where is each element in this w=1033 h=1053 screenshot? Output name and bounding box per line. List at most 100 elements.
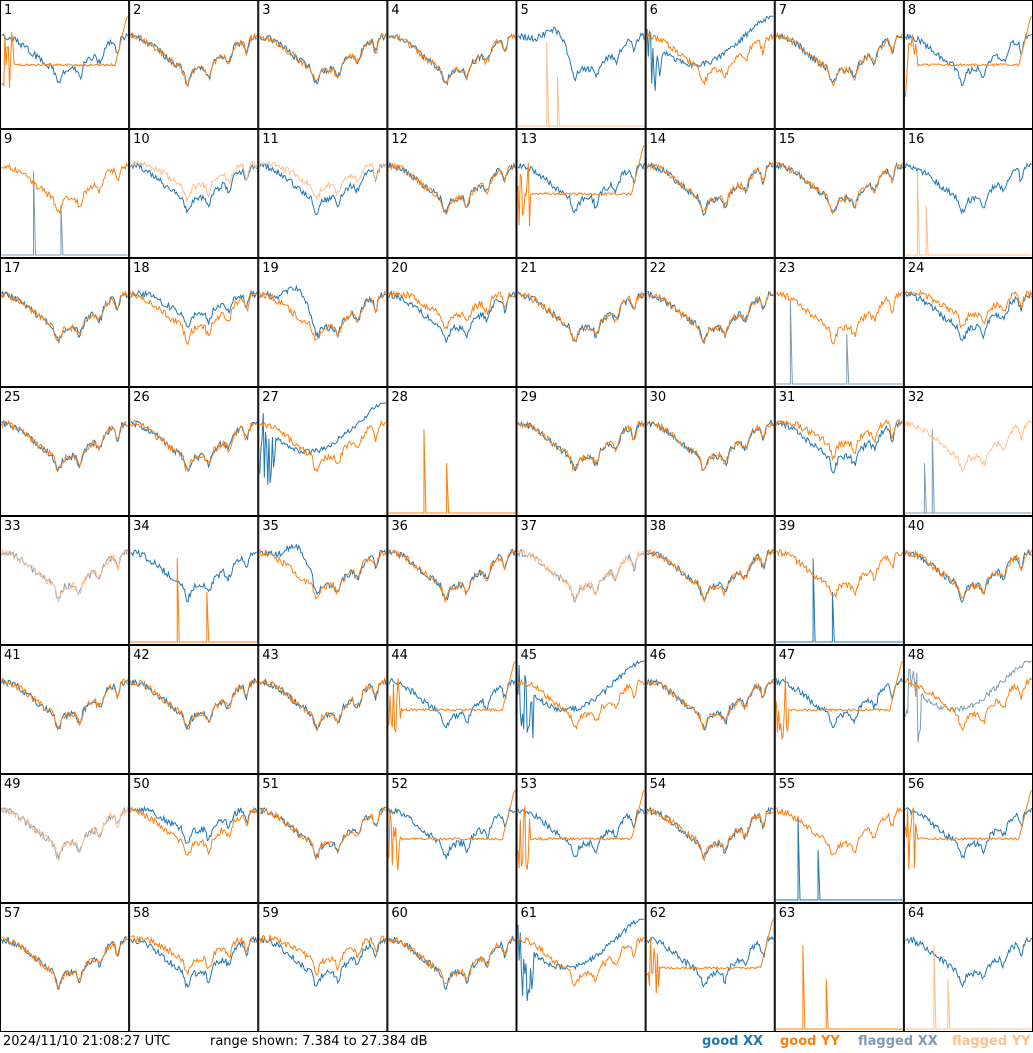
panel-17-frame xyxy=(0,258,130,387)
panel-58-label: 58 xyxy=(133,906,150,921)
panel-61-label: 61 xyxy=(521,906,538,921)
panel-48-xx-line xyxy=(904,660,1032,743)
panel-53-label: 53 xyxy=(521,777,538,792)
panel-44-xx-line xyxy=(388,677,516,729)
panel-14-xx-line xyxy=(646,161,774,216)
panel-26-label: 26 xyxy=(133,390,150,405)
panel-22-label: 22 xyxy=(650,261,667,276)
range-text: range shown: 7.384 to 27.384 dB xyxy=(210,1034,428,1049)
panel-41-label: 41 xyxy=(4,648,21,663)
panel-53: 53 xyxy=(516,774,646,903)
panel-54-label: 54 xyxy=(650,777,667,792)
panel-4-label: 4 xyxy=(391,3,399,18)
panel-48-yy-line xyxy=(904,677,1032,732)
panel-16-yy-line xyxy=(905,171,1032,256)
panel-20: 20 xyxy=(387,258,517,387)
panel-13-label: 13 xyxy=(521,132,538,147)
panel-45: 45 xyxy=(516,645,646,774)
panel-40-label: 40 xyxy=(908,519,925,534)
panel-47-xx-line xyxy=(775,677,903,729)
panel-64-yy-line xyxy=(905,945,1032,1030)
panel-35: 35 xyxy=(258,516,388,645)
panel-31-xx-line xyxy=(775,419,903,474)
panel-10-frame xyxy=(129,129,259,258)
legend-flagged-yy-prefix: flagged xyxy=(952,1034,1008,1049)
panel-47-yy-line xyxy=(775,661,903,741)
panel-57-yy-line xyxy=(1,936,128,991)
panel-40-frame xyxy=(903,516,1033,645)
panel-49-frame xyxy=(0,774,130,903)
panel-64-xx-line xyxy=(905,936,1032,988)
panel-34-xx-line xyxy=(130,548,257,603)
panel-34-label: 34 xyxy=(133,519,150,534)
panel-39-xx-line xyxy=(776,558,903,643)
panel-60-xx-line xyxy=(388,935,516,990)
panel-3-yy-line xyxy=(259,32,387,81)
panel-44: 44 xyxy=(387,645,517,774)
panel-62-label: 62 xyxy=(650,906,667,921)
panel-25-yy-line xyxy=(1,419,128,472)
panel-62-xx-line xyxy=(646,935,774,988)
panel-38: 38 xyxy=(645,516,775,645)
panel-51-yy-line xyxy=(259,807,387,859)
panel-49-yy-line xyxy=(1,806,129,862)
panel-33-label: 33 xyxy=(4,519,21,534)
panel-37: 37 xyxy=(516,516,646,645)
panel-30-yy-line xyxy=(646,421,774,472)
panel-18-frame xyxy=(129,258,259,387)
panel-36: 36 xyxy=(387,516,517,645)
panel-27: 27 xyxy=(258,387,388,516)
panel-11-xx-line xyxy=(259,163,387,216)
panel-9-label: 9 xyxy=(4,132,12,147)
panel-59-yy-line xyxy=(259,934,386,977)
panel-44-label: 44 xyxy=(391,648,408,663)
panel-32-xx-line xyxy=(905,429,1032,514)
panel-52-label: 52 xyxy=(391,777,408,792)
panel-12: 12 xyxy=(387,129,517,258)
panel-12-xx-line xyxy=(388,161,516,214)
panel-8-xx-line xyxy=(904,33,1032,87)
panel-19: 19 xyxy=(258,258,388,387)
panel-26-frame xyxy=(129,387,259,516)
panel-31: 31 xyxy=(774,387,904,516)
panel-57: 57 xyxy=(0,903,130,1032)
panel-10-label: 10 xyxy=(133,132,150,147)
panel-64-label: 64 xyxy=(908,906,925,921)
panel-51-frame xyxy=(258,774,388,903)
panel-15-label: 15 xyxy=(779,132,796,147)
panel-32: 32 xyxy=(903,387,1033,516)
panel-19-yy-line xyxy=(259,291,387,341)
panel-32-frame xyxy=(903,387,1033,516)
panel-35-frame xyxy=(258,516,388,645)
panel-6-xx-line xyxy=(646,15,774,91)
panel-55-yy-line xyxy=(775,806,903,856)
panel-37-label: 37 xyxy=(521,519,538,534)
panel-26: 26 xyxy=(129,387,259,516)
panel-9: 9 xyxy=(0,129,130,258)
panel-27-label: 27 xyxy=(262,390,279,405)
panel-63-frame xyxy=(774,903,904,1032)
panel-27-frame xyxy=(258,387,388,516)
panel-58-yy-line xyxy=(130,935,257,976)
panel-64: 64 xyxy=(903,903,1033,1032)
panel-23-frame xyxy=(774,258,904,387)
panel-24-yy-line xyxy=(904,289,1032,329)
panel-7-label: 7 xyxy=(779,3,787,18)
panel-22-yy-line xyxy=(647,290,774,345)
panel-60: 60 xyxy=(387,903,517,1032)
panel-2-label: 2 xyxy=(133,3,141,18)
panel-34: 34 xyxy=(129,516,259,645)
panel-7-frame xyxy=(774,0,904,129)
legend-good-xx-prefix: good xyxy=(702,1034,739,1049)
panel-52-yy-line xyxy=(388,790,516,871)
panel-20-xx-line xyxy=(388,290,516,343)
panel-40: 40 xyxy=(903,516,1033,645)
panel-23-yy-line xyxy=(775,290,903,345)
panel-50-xx-line xyxy=(130,805,258,844)
panel-58-xx-line xyxy=(130,935,258,989)
panel-33-yy-line xyxy=(1,549,129,603)
panel-41: 41 xyxy=(0,645,130,774)
panel-39-yy-line xyxy=(776,549,903,599)
panel-60-yy-line xyxy=(388,936,516,985)
panel-23-label: 23 xyxy=(779,261,796,276)
